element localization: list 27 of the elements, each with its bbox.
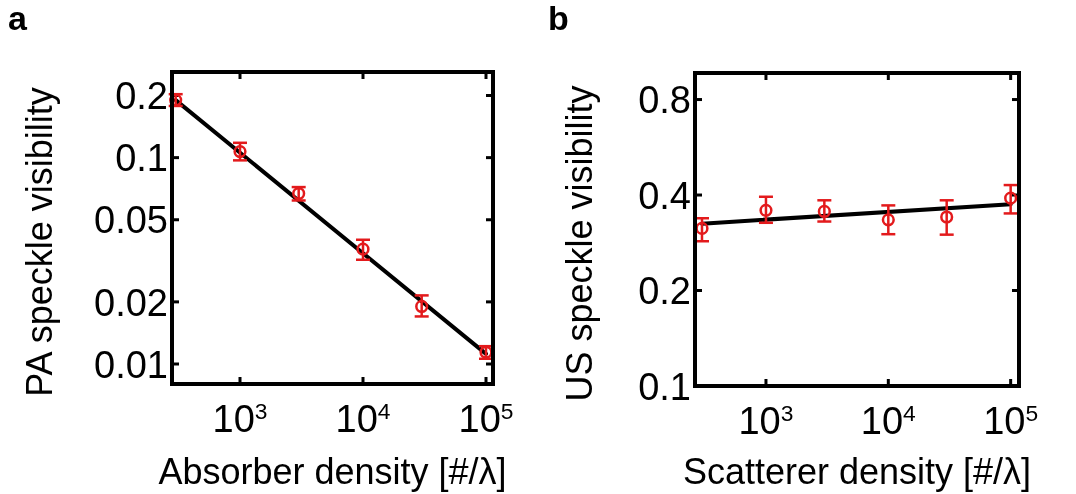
y-tick-label: 0.2 [115,75,168,118]
x-tick-label: 10$^{3}$ [738,400,794,442]
point [695,221,709,235]
x-tick-label: 10$^{5}$ [458,398,514,440]
y-tick-label: 0.01 [94,343,168,386]
y-tick-label: 0.1 [115,137,168,180]
point [1004,191,1018,205]
y-tick-label: 0.4 [638,174,691,217]
point [881,213,895,227]
x-tick-label: 10$^{4}$ [860,400,917,442]
point [415,299,429,314]
y-axis-title: US speckle visibility [559,85,600,402]
y-tick-label: 0.02 [94,281,168,324]
y-tick-label: 0.8 [638,79,691,122]
x-axis-title: Absorber density [#/λ] [158,451,507,492]
y-tick-label: 0.2 [638,270,691,313]
x-tick-label: 10$^{4}$ [335,398,391,440]
x-tick-label: 10$^{3}$ [212,398,268,440]
x-tick-label: 10$^{5}$ [983,400,1039,442]
x-axis-title: Scatterer density [#/λ] [682,451,1032,492]
chart-title: a [8,0,28,37]
point [817,204,831,219]
point [356,242,370,256]
y-tick-label: 0.1 [638,365,691,408]
y-axis-title: PA speckle visibility [19,87,60,397]
y-tick-label: 0.05 [94,199,168,242]
chart-title: b [548,0,569,37]
